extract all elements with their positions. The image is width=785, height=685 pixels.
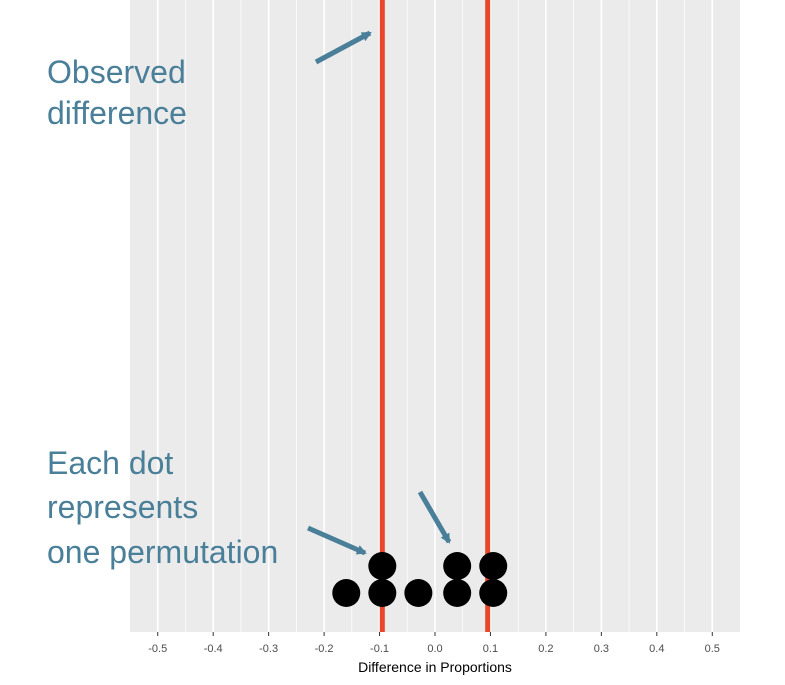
x-axis-title: Difference in Proportions bbox=[358, 659, 512, 675]
x-tick-label: -0.5 bbox=[148, 643, 167, 655]
annotation-observed-line-2: difference bbox=[47, 95, 187, 131]
x-tick-label: -0.4 bbox=[204, 643, 223, 655]
arrow-dot-left bbox=[306, 525, 367, 556]
x-tick-label: 0.1 bbox=[483, 643, 498, 655]
permutation-dot bbox=[443, 579, 472, 607]
x-tick-label: 0.0 bbox=[427, 643, 442, 655]
x-tick-label: 0.4 bbox=[649, 643, 664, 655]
reference-lines bbox=[379, 0, 491, 632]
arrow-dot-right bbox=[417, 490, 452, 544]
arrow-observed-difference bbox=[314, 30, 372, 65]
annotation-observed-line-1: Observed bbox=[47, 54, 186, 90]
annotation-each-dot: Each dot represents one permutation bbox=[47, 445, 452, 570]
annotation-dot-line-1: Each dot bbox=[47, 445, 173, 481]
x-tick-label: 0.2 bbox=[538, 643, 553, 655]
x-tick-label: 0.3 bbox=[594, 643, 609, 655]
permutation-dot bbox=[368, 552, 397, 580]
permutation-dot bbox=[479, 579, 508, 607]
permutation-dot bbox=[443, 552, 472, 580]
dots bbox=[332, 552, 508, 607]
annotation-dot-line-3: one permutation bbox=[47, 534, 278, 570]
permutation-dot bbox=[368, 579, 397, 607]
gridlines bbox=[156, 0, 714, 632]
permutation-dot bbox=[332, 579, 361, 607]
x-tick-label: -0.2 bbox=[315, 643, 334, 655]
permutation-dot bbox=[479, 552, 508, 580]
x-tick-label: 0.5 bbox=[705, 643, 720, 655]
x-tick-label: -0.3 bbox=[259, 643, 278, 655]
annotation-dot-line-2: represents bbox=[47, 489, 198, 525]
permutation-dot bbox=[404, 579, 433, 607]
annotation-observed-difference: Observed difference bbox=[47, 30, 372, 131]
x-axis-ticks: -0.5 -0.4 -0.3 -0.2 -0.1 0.0 0.1 0.2 0.3 0.4 0.5 bbox=[148, 632, 720, 655]
x-tick-label: -0.1 bbox=[370, 643, 389, 655]
